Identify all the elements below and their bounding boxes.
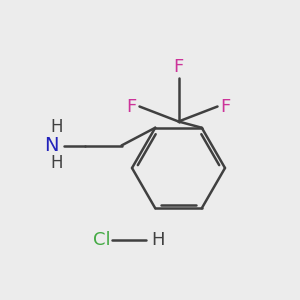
Text: H: H xyxy=(50,154,63,172)
Text: F: F xyxy=(173,58,184,76)
Text: Cl: Cl xyxy=(93,231,111,249)
Text: H: H xyxy=(50,118,63,136)
Text: F: F xyxy=(220,98,231,116)
Text: F: F xyxy=(126,98,136,116)
Text: H: H xyxy=(151,231,164,249)
Text: N: N xyxy=(44,136,58,155)
